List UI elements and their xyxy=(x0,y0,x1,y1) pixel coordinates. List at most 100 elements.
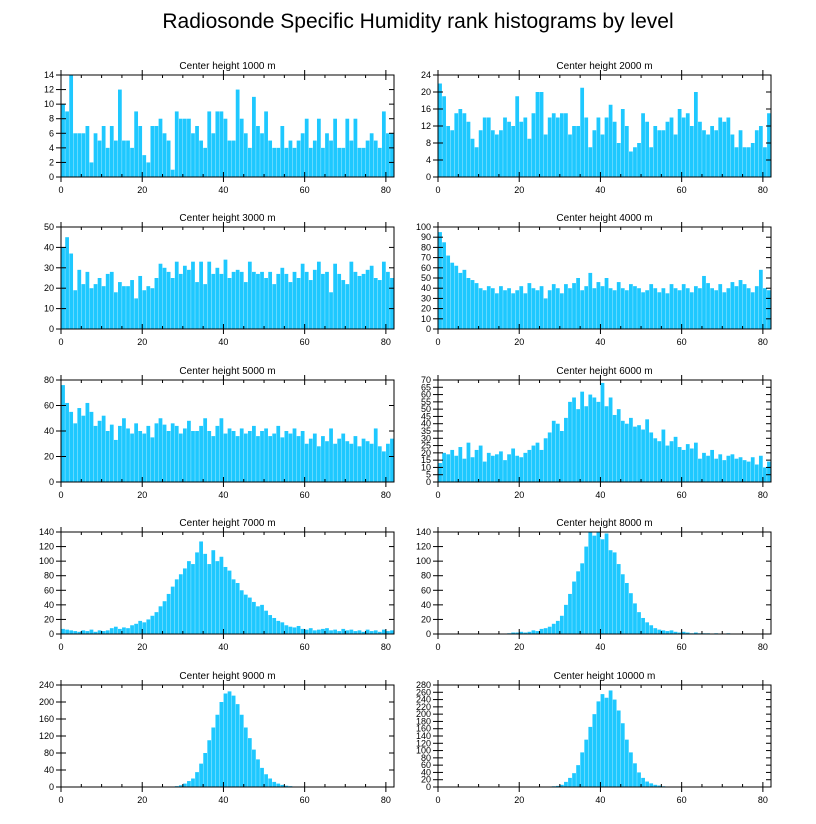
y-tick-label: 0 xyxy=(426,782,431,792)
histogram-bar xyxy=(438,463,442,482)
histogram-bar xyxy=(495,293,499,329)
histogram-bar xyxy=(284,625,289,634)
histogram-bar xyxy=(130,280,134,329)
histogram-bar xyxy=(195,282,199,329)
histogram-bar xyxy=(85,126,90,177)
histogram-bar xyxy=(93,425,98,482)
histogram-bar xyxy=(134,111,139,177)
histogram-bar xyxy=(386,133,390,177)
histogram-bar xyxy=(523,632,528,634)
histogram-bar xyxy=(97,630,102,634)
histogram-bar xyxy=(564,781,568,787)
histogram-bar xyxy=(264,111,268,177)
histogram-bar xyxy=(653,126,658,177)
histogram-bar xyxy=(381,261,386,329)
histogram-bar xyxy=(316,446,321,482)
histogram-bar xyxy=(126,286,130,329)
histogram-bar xyxy=(187,781,191,787)
histogram-bar xyxy=(442,96,446,177)
histogram-bar xyxy=(219,702,224,787)
histogram-bar xyxy=(325,628,329,634)
histogram-bar xyxy=(199,261,203,329)
histogram-bar xyxy=(511,293,516,329)
x-tick-label: 40 xyxy=(218,337,228,347)
histogram-bar xyxy=(113,439,118,482)
panel-title: Center height 10000 m xyxy=(554,671,656,682)
histogram-bar xyxy=(247,431,252,482)
histogram-bar xyxy=(113,140,118,177)
histogram-bar xyxy=(624,583,629,634)
histogram-bar xyxy=(101,415,106,482)
histogram-bar xyxy=(203,147,208,177)
y-tick-label: 160 xyxy=(39,714,54,724)
histogram-bar xyxy=(182,118,187,177)
histogram-bar xyxy=(296,140,301,177)
y-tick-label: 100 xyxy=(416,746,431,756)
histogram-bar xyxy=(507,454,511,482)
histogram-bar xyxy=(641,429,645,482)
histogram-bar xyxy=(187,118,191,177)
x-tick-label: 40 xyxy=(595,795,605,805)
histogram-bar xyxy=(482,290,487,329)
histogram-bar xyxy=(596,401,601,482)
histogram-bar xyxy=(61,385,65,482)
histogram-bar xyxy=(470,138,475,177)
histogram-bar xyxy=(584,406,589,482)
histogram-bar xyxy=(252,96,256,177)
histogram-bar xyxy=(730,134,735,177)
histogram-bar xyxy=(365,140,370,177)
histogram-bar xyxy=(519,631,524,634)
histogram-bar xyxy=(239,590,244,634)
histogram-bar xyxy=(101,631,106,634)
histogram-bar xyxy=(73,423,78,482)
histogram-bar xyxy=(247,738,252,788)
histogram-bar xyxy=(381,451,386,482)
histogram-bar xyxy=(288,433,293,482)
histogram-bar xyxy=(195,552,199,634)
histogram-bar xyxy=(693,92,698,177)
histogram-bar xyxy=(243,727,248,787)
histogram-bar xyxy=(264,278,268,329)
histogram-bar xyxy=(223,693,228,787)
histogram-bar xyxy=(531,288,536,329)
histogram-bar xyxy=(231,579,236,634)
histogram-bar xyxy=(600,694,605,787)
histogram-bar xyxy=(718,454,723,482)
histogram-bar xyxy=(134,623,139,634)
histogram-bar xyxy=(478,445,483,482)
histogram-bar xyxy=(730,282,735,329)
panels: Center height 1000 m0 20 40 60 8002468101214… xyxy=(39,61,772,805)
histogram-bar xyxy=(592,130,597,177)
histogram-bar xyxy=(446,126,451,177)
y-tick-label: 45 xyxy=(421,411,431,421)
histogram-bar xyxy=(738,280,743,329)
histogram-bar xyxy=(150,288,155,329)
y-tick-label: 10 xyxy=(44,99,54,109)
histogram-bar xyxy=(154,278,159,329)
histogram-bar xyxy=(673,436,678,482)
histogram-bar xyxy=(519,121,524,177)
histogram-bar xyxy=(624,739,629,787)
histogram-bar xyxy=(353,631,358,634)
histogram-bar xyxy=(390,278,394,329)
histogram-bar xyxy=(742,460,747,482)
histogram-bar xyxy=(490,455,495,482)
histogram-bar xyxy=(446,255,451,329)
y-tick-label: 120 xyxy=(39,731,54,741)
histogram-bar xyxy=(495,454,499,482)
histogram-bar xyxy=(211,133,216,177)
histogram-bar xyxy=(227,428,232,482)
panel-5: Center height 5000 m 0 20 40 60 80 0 20 40 60 80 xyxy=(44,366,395,500)
histogram-bar xyxy=(276,620,281,634)
histogram-bar xyxy=(325,271,329,329)
histogram-bar xyxy=(572,773,576,787)
histogram-bar xyxy=(215,267,220,329)
panel-title: Center height 9000 m xyxy=(179,671,275,682)
histogram-bar xyxy=(377,446,382,482)
histogram-bar xyxy=(555,620,560,634)
histogram-bar xyxy=(292,271,297,329)
y-tick-label: 100 xyxy=(416,556,431,566)
histogram-bar xyxy=(203,753,208,787)
histogram-bar xyxy=(280,126,285,177)
histogram-bar xyxy=(284,147,289,177)
